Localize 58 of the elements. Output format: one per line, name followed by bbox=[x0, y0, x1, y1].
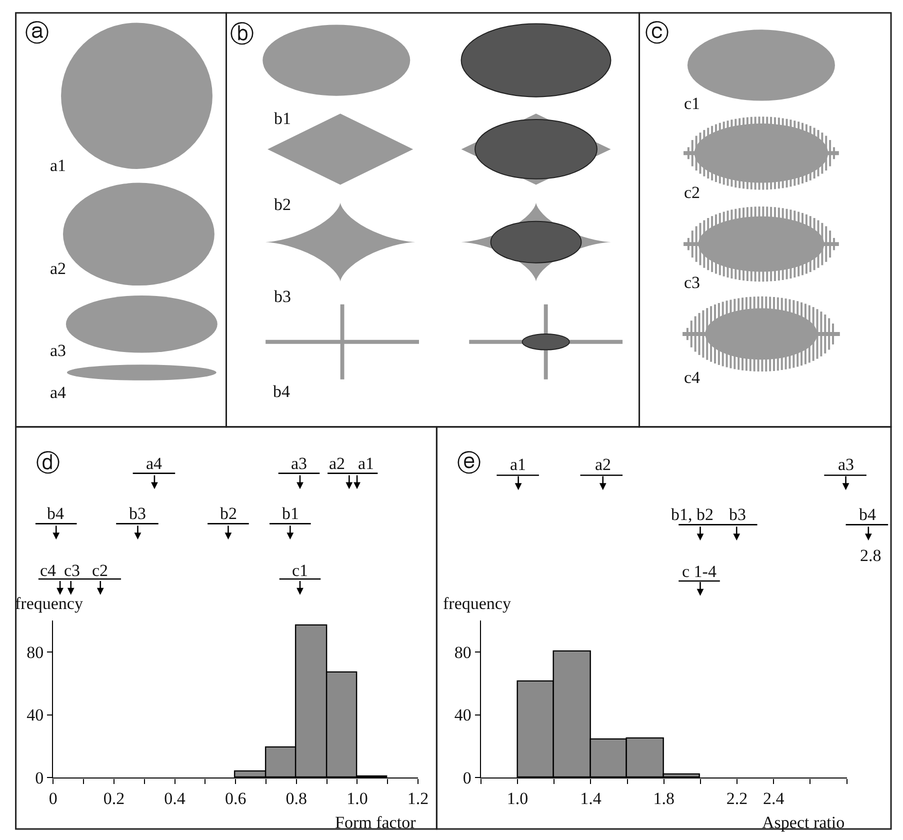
text: a1 bbox=[50, 156, 66, 175]
y-tick-label: 0 bbox=[462, 768, 472, 788]
text: c4 bbox=[684, 368, 701, 387]
text: b2 bbox=[220, 504, 237, 523]
text: c 1-4 bbox=[682, 562, 717, 581]
x-tick-label: 0.8 bbox=[286, 789, 308, 808]
text: a3 bbox=[291, 454, 308, 473]
text: a2 bbox=[595, 455, 612, 474]
x-axis-title: Aspect ratio bbox=[762, 813, 845, 832]
text: b3 bbox=[729, 505, 746, 524]
chart-title: ⓓ bbox=[36, 451, 60, 477]
text: b1 bbox=[274, 109, 291, 128]
y-tick-label: 40 bbox=[454, 706, 472, 725]
text: a3 bbox=[50, 341, 66, 360]
text: b3 bbox=[274, 287, 291, 306]
x-tick-label: 2.4 bbox=[762, 789, 785, 808]
text: b2 bbox=[274, 195, 291, 214]
x-axis-title: Form factor bbox=[335, 813, 416, 832]
x-tick-label: 2.2 bbox=[726, 789, 748, 808]
x-tick-label: 0.6 bbox=[224, 789, 246, 808]
text: a1 bbox=[510, 455, 526, 474]
x-tick-label: 1.0 bbox=[346, 789, 368, 808]
x-tick-label: 1.4 bbox=[580, 789, 602, 808]
y-axis-title: frequency bbox=[443, 594, 512, 613]
text: a4 bbox=[146, 454, 163, 473]
text: ⓒ bbox=[645, 21, 669, 47]
text: ⓐ bbox=[25, 21, 49, 47]
text: c2 bbox=[684, 183, 700, 202]
chart-title: ⓔ bbox=[457, 451, 481, 477]
text: c2 bbox=[92, 561, 108, 580]
y-tick-label: 80 bbox=[454, 642, 472, 662]
text: ⓑ bbox=[230, 22, 254, 48]
y-tick-label: 0 bbox=[35, 768, 44, 788]
x-tick-label: 1.0 bbox=[506, 789, 528, 808]
text: a2 bbox=[329, 454, 346, 473]
x-tick-label: 1.8 bbox=[653, 789, 674, 808]
text: a1 bbox=[358, 454, 374, 473]
x-tick-label: 0.4 bbox=[164, 789, 186, 808]
text: c1 bbox=[684, 94, 700, 113]
text: 2.8 bbox=[860, 546, 882, 565]
text: a4 bbox=[50, 383, 67, 402]
text: a2 bbox=[50, 259, 66, 278]
text: b3 bbox=[129, 504, 146, 523]
text: b1 bbox=[282, 504, 299, 523]
x-tick-label: 0 bbox=[48, 789, 58, 808]
text: c4 bbox=[40, 561, 57, 580]
x-tick-label: 1.2 bbox=[407, 789, 429, 808]
text: b1, b2 bbox=[671, 505, 714, 524]
text: c3 bbox=[684, 273, 700, 292]
text: c1 bbox=[292, 561, 308, 580]
text: b4 bbox=[47, 504, 64, 523]
y-tick-label: 40 bbox=[26, 706, 44, 725]
text: b4 bbox=[859, 505, 876, 524]
text: b4 bbox=[273, 382, 290, 401]
x-tick-label: 0.2 bbox=[103, 789, 125, 808]
text: c3 bbox=[64, 561, 80, 580]
text: a3 bbox=[838, 455, 854, 474]
y-tick-label: 80 bbox=[26, 642, 44, 662]
